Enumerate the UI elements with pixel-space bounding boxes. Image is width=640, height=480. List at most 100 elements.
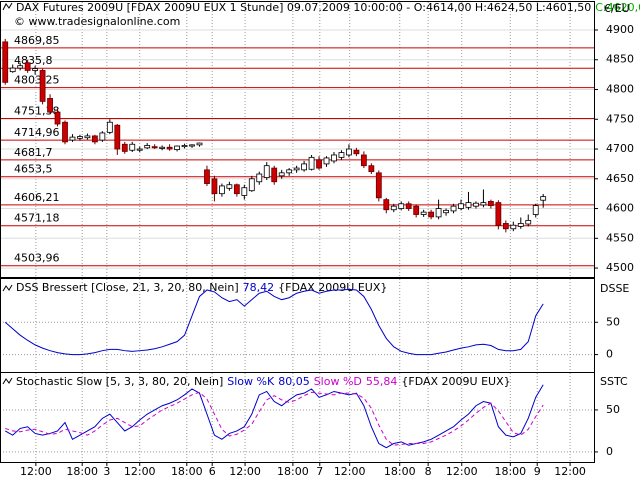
candle-body xyxy=(420,211,427,215)
level-label: 4571,18 xyxy=(14,212,60,225)
legend-entry: Slow %K xyxy=(227,375,275,388)
candle-body xyxy=(390,205,397,211)
y-tick-label: 0 xyxy=(606,445,613,458)
y-tick-label: 50 xyxy=(606,403,620,416)
candle-body xyxy=(2,41,9,83)
y-tick-label: 4700 xyxy=(606,142,634,155)
credit: © www.tradesignalonline.com xyxy=(14,15,180,28)
candle-body xyxy=(480,202,487,206)
x-tick-label: 18:00 xyxy=(384,465,416,478)
header: DAX Futures 2009U [FDAX 2009U EUX 1 Stun… xyxy=(16,1,640,14)
panel-title: Stochastic Slow [5, 3, 3, 80, 20, Nein] xyxy=(16,375,223,388)
y-tick-label: 4550 xyxy=(606,231,634,244)
candle-body xyxy=(136,148,143,151)
candle-body xyxy=(532,205,539,215)
level-label: 4606,21 xyxy=(14,191,60,204)
level-label: 4503,96 xyxy=(14,252,60,265)
x-tick-label: 12:00 xyxy=(334,465,366,478)
candle-body xyxy=(540,196,547,201)
y-tick-label: 50 xyxy=(606,315,620,328)
icon xyxy=(2,284,13,292)
y-tick-label: 4900 xyxy=(606,23,634,36)
stoch-icon xyxy=(2,377,13,385)
candle-body xyxy=(338,152,345,158)
candle-body xyxy=(211,178,218,195)
candle-body xyxy=(293,167,300,171)
candle-body xyxy=(271,167,278,183)
y-tick-label: 4750 xyxy=(606,112,634,125)
y-axis-label: SSTC xyxy=(600,375,628,388)
x-tick-label: 18:00 xyxy=(494,465,526,478)
candle-body xyxy=(398,203,405,209)
candle-body xyxy=(54,111,61,125)
candle-body xyxy=(353,149,360,155)
level-label: 4653,5 xyxy=(14,163,53,176)
candle-body xyxy=(144,145,151,149)
level-label: 4869,85 xyxy=(14,34,60,47)
x-tick-label: 3 xyxy=(103,465,110,478)
legend-value: 55,84 xyxy=(366,375,398,388)
candle-body xyxy=(84,135,91,139)
candle-body xyxy=(17,65,24,69)
x-tick-label: 18:00 xyxy=(66,465,98,478)
candle-body xyxy=(517,223,524,227)
y-tick-label: 4850 xyxy=(606,53,634,66)
legend-value: 80,05 xyxy=(278,375,310,388)
candle-body xyxy=(159,146,166,149)
dss-icon xyxy=(2,284,13,292)
candle-body xyxy=(256,173,263,183)
candle-body xyxy=(241,187,248,196)
candle-body xyxy=(47,98,53,113)
dss-legend: DSS Bressert [Close, 21, 3, 20, 80, Nein… xyxy=(16,281,387,294)
candle-body xyxy=(308,156,315,170)
candle-body xyxy=(62,121,68,143)
candle-body xyxy=(525,220,532,225)
icon xyxy=(2,2,13,11)
stochastic-panel xyxy=(0,372,595,463)
candle-body xyxy=(181,145,188,148)
candle-body xyxy=(99,132,106,141)
candle-body xyxy=(106,121,113,133)
subtitle: {FDAX 2009U EUX} xyxy=(401,375,510,388)
candle-body xyxy=(487,201,494,206)
x-tick-label: 6 xyxy=(209,465,216,478)
candle-body xyxy=(263,165,270,178)
candle-body xyxy=(383,199,390,211)
candle-body xyxy=(39,70,46,102)
candle-body xyxy=(458,203,464,209)
candle-body xyxy=(9,67,16,73)
x-tick-label: 18:00 xyxy=(171,465,203,478)
y-tick-label: 4800 xyxy=(606,83,634,96)
candle-body xyxy=(278,172,285,177)
candle-body xyxy=(121,143,128,152)
candle-body xyxy=(405,203,412,209)
x-tick-label: 8 xyxy=(425,465,432,478)
x-tick-label: 12:00 xyxy=(554,465,586,478)
candle-body xyxy=(323,157,330,165)
header-icon xyxy=(2,2,13,11)
series-line xyxy=(5,391,544,446)
candle-body xyxy=(286,169,293,174)
candle-body xyxy=(413,205,420,215)
level-label: 4681,7 xyxy=(14,146,53,159)
candle-body xyxy=(151,146,158,149)
candle-body xyxy=(346,148,352,156)
candle-body xyxy=(443,209,449,214)
candle-body xyxy=(24,62,31,71)
candle-body xyxy=(114,124,121,150)
y-axis-label: €/EU xyxy=(604,2,630,15)
x-tick-label: 9 xyxy=(534,465,541,478)
y-axis-label: DSSE xyxy=(600,282,629,295)
candle-body xyxy=(204,169,210,184)
candle-body xyxy=(428,211,435,218)
subtitle: {FDAX 2009U EUX} xyxy=(278,281,387,294)
candle-body xyxy=(435,208,442,218)
x-tick-label: 18:00 xyxy=(277,465,309,478)
close-label: C:4620,00 xyxy=(595,1,640,14)
legend-entry: DSS Bressert [Close, 21, 3, 20, 80, Nein… xyxy=(16,281,239,294)
candle-body xyxy=(219,185,225,195)
candle-body xyxy=(502,223,509,230)
panel-frames xyxy=(0,1,595,463)
y-tick-label: 4500 xyxy=(606,261,634,274)
